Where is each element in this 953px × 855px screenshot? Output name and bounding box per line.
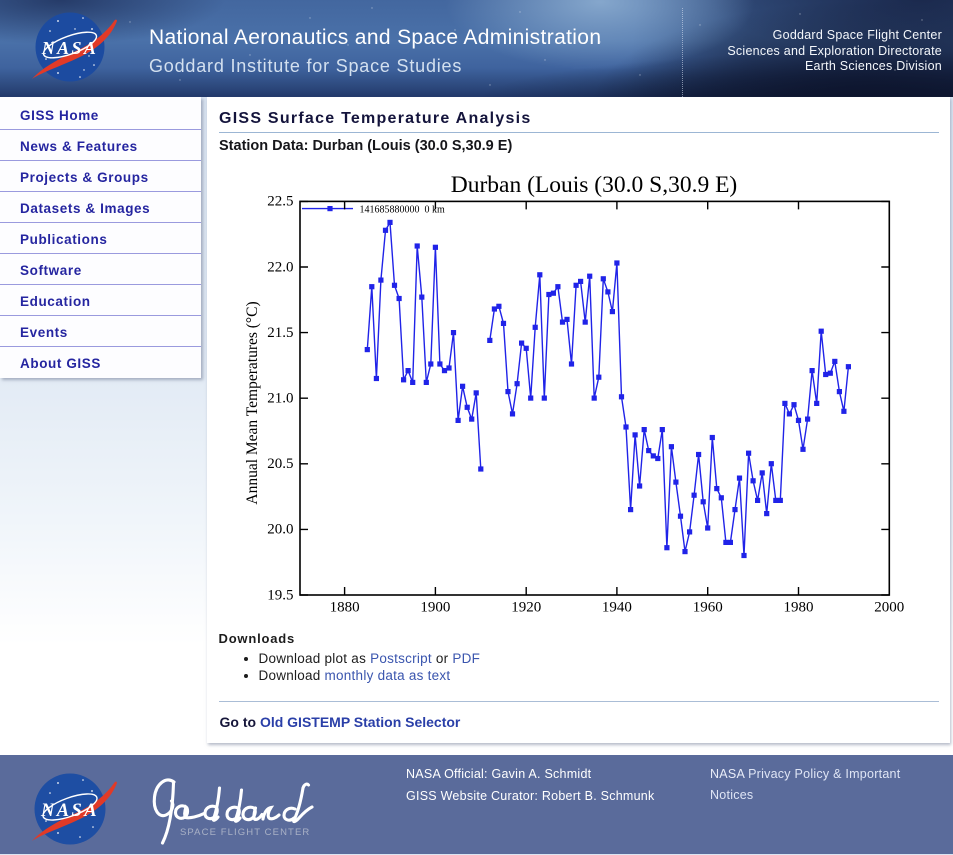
svg-text:1900: 1900 xyxy=(420,600,450,616)
svg-text:20.5: 20.5 xyxy=(267,456,293,472)
svg-text:19.5: 19.5 xyxy=(267,587,293,603)
svg-text:1920: 1920 xyxy=(511,600,541,616)
svg-text:20.0: 20.0 xyxy=(267,522,293,538)
svg-text:SPACE FLIGHT CENTER: SPACE FLIGHT CENTER xyxy=(180,827,310,838)
svg-text:21.0: 21.0 xyxy=(267,391,293,407)
svg-text:2000: 2000 xyxy=(874,600,904,616)
svg-text:1880: 1880 xyxy=(330,600,360,616)
svg-text:22.5: 22.5 xyxy=(267,194,293,210)
svg-text:NASA: NASA xyxy=(40,801,99,821)
svg-text:21.5: 21.5 xyxy=(267,325,293,341)
svg-text:Durban (Louis (30.0 S,30.9 E): Durban (Louis (30.0 S,30.9 E) xyxy=(451,172,738,198)
svg-text:1980: 1980 xyxy=(784,600,814,616)
svg-text:141685880000 0 km: 141685880000 0 km xyxy=(360,205,446,216)
svg-text:Annual Mean Temperatures (°C): Annual Mean Temperatures (°C) xyxy=(244,301,261,504)
svg-text:1960: 1960 xyxy=(693,600,723,616)
svg-text:1940: 1940 xyxy=(602,600,632,616)
svg-text:22.0: 22.0 xyxy=(267,259,293,275)
